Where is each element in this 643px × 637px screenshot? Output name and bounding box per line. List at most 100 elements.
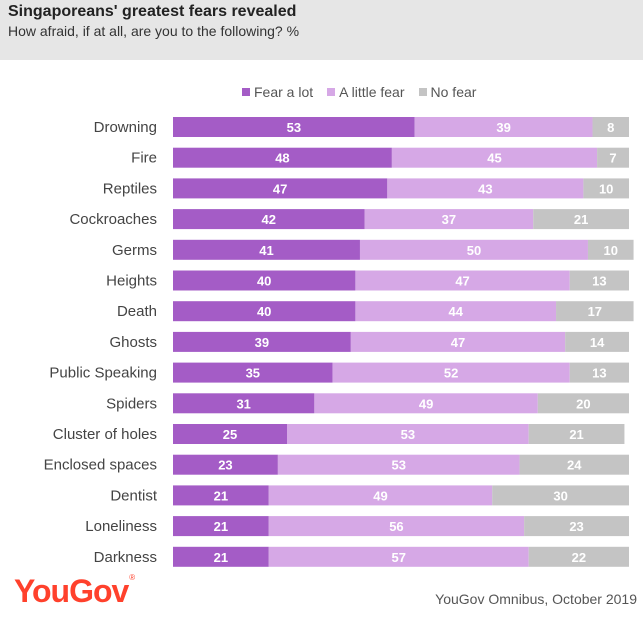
bar-no-fear-fire bbox=[597, 147, 629, 168]
bar-no-fear-enclosed-spaces bbox=[519, 454, 629, 475]
value-label-no-fear-fire: 7 bbox=[609, 151, 616, 166]
value-label-fear-a-lot-dentist: 21 bbox=[214, 488, 228, 503]
chart-title: Singaporeans' greatest fears revealed bbox=[8, 3, 297, 20]
bar-a-little-fear-heights bbox=[355, 270, 570, 291]
value-label-fear-a-lot-spiders: 31 bbox=[236, 396, 250, 411]
value-label-a-little-fear-drowning: 39 bbox=[496, 120, 510, 135]
bar-fear-a-lot-heights bbox=[173, 270, 356, 291]
value-label-no-fear-cockroaches: 21 bbox=[574, 212, 588, 227]
bar-fear-a-lot-death bbox=[173, 301, 356, 322]
value-label-a-little-fear-dentist: 49 bbox=[373, 488, 387, 503]
category-label-heights: Heights bbox=[106, 273, 157, 290]
source-note: YouGov Omnibus, October 2019 bbox=[435, 591, 637, 607]
bar-a-little-fear-darkness bbox=[268, 546, 529, 567]
value-label-no-fear-death: 17 bbox=[588, 304, 602, 319]
value-label-fear-a-lot-loneliness: 21 bbox=[214, 519, 228, 534]
category-label-enclosed-spaces: Enclosed spaces bbox=[44, 457, 157, 474]
value-label-fear-a-lot-heights: 40 bbox=[257, 274, 271, 289]
bar-a-little-fear-spiders bbox=[314, 393, 538, 414]
category-label-fire: Fire bbox=[131, 150, 157, 167]
legend-label-no-fear: No fear bbox=[430, 84, 477, 100]
bar-a-little-fear-loneliness bbox=[268, 516, 525, 537]
value-label-a-little-fear-loneliness: 56 bbox=[389, 519, 403, 534]
bar-fear-a-lot-reptiles bbox=[173, 178, 388, 199]
bar-no-fear-darkness bbox=[528, 546, 629, 567]
value-label-a-little-fear-reptiles: 43 bbox=[478, 181, 492, 196]
value-label-fear-a-lot-darkness: 21 bbox=[214, 550, 228, 565]
bar-fear-a-lot-ghosts bbox=[173, 331, 351, 352]
value-label-no-fear-drowning: 8 bbox=[607, 120, 614, 135]
value-label-no-fear-reptiles: 10 bbox=[599, 181, 613, 196]
value-label-no-fear-germs: 10 bbox=[604, 243, 618, 258]
bar-no-fear-public-speaking bbox=[569, 362, 629, 383]
value-label-fear-a-lot-death: 40 bbox=[257, 304, 271, 319]
value-label-no-fear-dentist: 30 bbox=[553, 488, 567, 503]
category-label-germs: Germs bbox=[112, 242, 157, 259]
category-label-drowning: Drowning bbox=[94, 119, 157, 136]
bar-a-little-fear-cluster-of-holes bbox=[287, 424, 529, 444]
value-label-no-fear-spiders: 20 bbox=[576, 396, 590, 411]
bar-fear-a-lot-spiders bbox=[173, 393, 315, 414]
bar-fear-a-lot-drowning bbox=[173, 117, 415, 137]
legend-label-fear-a-lot: Fear a lot bbox=[254, 84, 314, 100]
category-label-dentist: Dentist bbox=[110, 487, 158, 504]
bar-no-fear-dentist bbox=[492, 485, 629, 506]
category-label-public-speaking: Public Speaking bbox=[49, 365, 157, 382]
value-label-a-little-fear-germs: 50 bbox=[467, 243, 481, 258]
value-label-fear-a-lot-public-speaking: 35 bbox=[246, 366, 260, 381]
bar-fear-a-lot-germs bbox=[173, 239, 360, 260]
value-label-no-fear-loneliness: 23 bbox=[569, 519, 583, 534]
bar-a-little-fear-enclosed-spaces bbox=[277, 454, 520, 475]
category-label-ghosts: Ghosts bbox=[109, 334, 157, 351]
bar-a-little-fear-reptiles bbox=[387, 178, 584, 199]
bar-no-fear-reptiles bbox=[583, 178, 629, 199]
value-label-no-fear-darkness: 22 bbox=[572, 550, 586, 565]
yougov-logo: YouGov® bbox=[14, 573, 135, 610]
bar-no-fear-heights bbox=[569, 270, 629, 291]
value-label-no-fear-public-speaking: 13 bbox=[592, 366, 606, 381]
value-label-a-little-fear-cluster-of-holes: 53 bbox=[401, 427, 415, 442]
bar-fear-a-lot-darkness bbox=[173, 546, 269, 567]
bar-a-little-fear-drowning bbox=[414, 117, 593, 137]
legend-item-fear-a-lot: Fear a lot bbox=[242, 84, 313, 100]
category-label-death: Death bbox=[117, 303, 157, 320]
value-label-a-little-fear-fire: 45 bbox=[487, 151, 501, 166]
bar-fear-a-lot-loneliness bbox=[173, 516, 269, 537]
value-label-no-fear-heights: 13 bbox=[592, 274, 606, 289]
value-label-fear-a-lot-cockroaches: 42 bbox=[262, 212, 276, 227]
value-label-a-little-fear-death: 44 bbox=[448, 304, 463, 319]
legend-swatch-fear-a-lot bbox=[242, 88, 250, 96]
bar-no-fear-loneliness bbox=[524, 516, 629, 537]
value-label-a-little-fear-cockroaches: 37 bbox=[442, 212, 456, 227]
bar-a-little-fear-germs bbox=[359, 239, 588, 260]
category-label-loneliness: Loneliness bbox=[85, 518, 157, 535]
bar-a-little-fear-death bbox=[355, 301, 557, 322]
bar-fear-a-lot-cockroaches bbox=[173, 209, 365, 230]
bar-no-fear-cockroaches bbox=[533, 209, 629, 230]
bar-fear-a-lot-dentist bbox=[173, 485, 269, 506]
bar-a-little-fear-ghosts bbox=[350, 331, 566, 352]
header-band: Singaporeans' greatest fears revealed Ho… bbox=[0, 0, 643, 60]
bar-no-fear-spiders bbox=[537, 393, 629, 414]
chart-subtitle: How afraid, if at all, are you to the fo… bbox=[8, 23, 300, 39]
value-label-no-fear-ghosts: 14 bbox=[590, 335, 605, 350]
value-label-fear-a-lot-ghosts: 39 bbox=[255, 335, 269, 350]
bar-a-little-fear-cockroaches bbox=[364, 209, 534, 230]
legend-swatch-a-little-fear bbox=[327, 88, 336, 96]
bar-fear-a-lot-fire bbox=[173, 147, 392, 168]
bar-fear-a-lot-enclosed-spaces bbox=[173, 454, 278, 475]
value-label-a-little-fear-public-speaking: 52 bbox=[444, 366, 458, 381]
category-label-spiders: Spiders bbox=[106, 395, 157, 412]
legend-item-a-little-fear: A little fear bbox=[327, 84, 405, 100]
bar-no-fear-drowning bbox=[592, 117, 629, 137]
value-label-a-little-fear-ghosts: 47 bbox=[451, 335, 465, 350]
value-label-a-little-fear-heights: 47 bbox=[455, 274, 469, 289]
legend: Fear a lot A little fear No fear bbox=[242, 84, 476, 100]
bar-no-fear-germs bbox=[587, 239, 634, 260]
bar-no-fear-cluster-of-holes bbox=[528, 424, 625, 444]
bar-no-fear-death bbox=[556, 301, 634, 322]
value-label-a-little-fear-spiders: 49 bbox=[419, 396, 433, 411]
bar-fear-a-lot-cluster-of-holes bbox=[173, 424, 287, 444]
value-label-no-fear-cluster-of-holes: 21 bbox=[569, 427, 583, 442]
value-label-fear-a-lot-enclosed-spaces: 23 bbox=[218, 458, 232, 473]
